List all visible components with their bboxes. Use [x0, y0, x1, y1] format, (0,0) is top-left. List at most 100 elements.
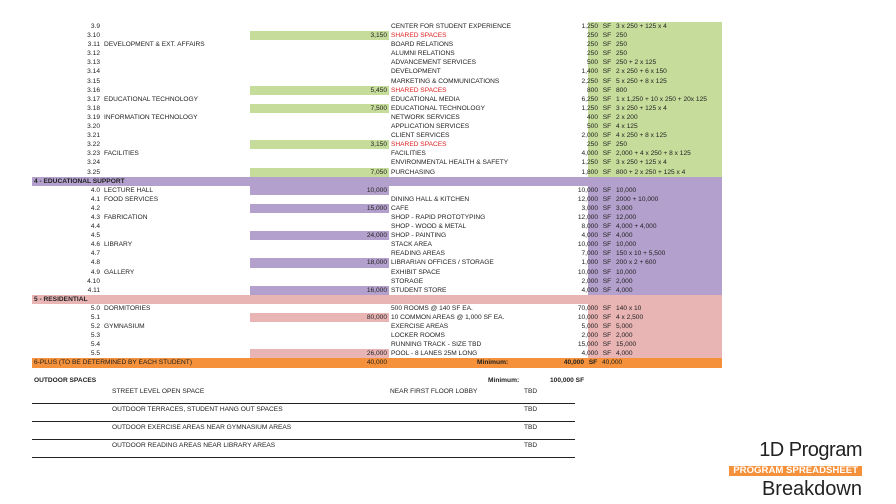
row-calculation: 3,000: [616, 204, 633, 212]
row-number: 3.14: [87, 68, 100, 76]
row-number: 4.8: [90, 259, 100, 267]
row-calculation: 15,000: [616, 341, 637, 349]
row-area-subtotal: [250, 222, 389, 231]
table-row: 3.18 7,500 EDUCATIONAL TECHNOLOGY 1,250 SF 3 …: [32, 103, 722, 113]
row-area-subtotal: 3,150: [370, 141, 387, 149]
row-calculation: 12,000: [616, 213, 637, 221]
calc-cell-bg: [588, 122, 722, 132]
row-calculation: 4 x 2,500: [616, 314, 644, 321]
section-heading: 5 - RESIDENTIAL: [34, 295, 88, 303]
area-cell-bg: [250, 258, 389, 268]
table-row: 3.10 3,150 SHARED SPACES 250 SF 250: [32, 31, 722, 41]
row-calculation: 200 x 2 + 600: [616, 259, 657, 267]
row-square-feet: 1,400: [581, 68, 598, 76]
row-square-feet: 5,000: [581, 323, 598, 331]
row-calculation: 2,000 + 4 x 250 + 8 x 125: [616, 150, 691, 158]
row-group-name: [102, 258, 250, 267]
row-square-feet: 10,000: [577, 314, 598, 321]
row-square-feet: 1,800: [581, 168, 598, 176]
calc-cell-bg: [588, 131, 722, 141]
row-square-feet: 4,000: [581, 232, 598, 240]
row-square-feet: 7,000: [581, 250, 598, 258]
row-square-feet: 250: [586, 141, 598, 149]
calc-cell-bg: [588, 313, 722, 323]
row-space-name: ENVIRONMENTAL HEALTH & SAFETY: [391, 159, 509, 167]
row-square-feet: 250: [586, 41, 598, 49]
row-area-subtotal: 3,150: [370, 32, 387, 40]
row-unit: SF: [602, 350, 612, 358]
row-area-subtotal: [250, 304, 389, 313]
row-group-name: [102, 222, 250, 231]
row-unit: SF: [602, 150, 612, 158]
row-group-name: [102, 86, 250, 95]
row-space-name: LIBRARIAN OFFICES / STORAGE: [391, 259, 494, 267]
row-unit: SF: [602, 32, 612, 40]
title-line-2-highlight: PROGRAM SPREADSHEET: [729, 466, 862, 476]
row-number: 4.7: [90, 250, 100, 258]
row-unit: SF: [602, 241, 612, 249]
row-number: 4.11: [87, 286, 100, 294]
row-space-name: CLIENT SERVICES: [391, 132, 450, 140]
table-row: 4.3 FABRICATION SHOP - RAPID PROTOTYPING 12…: [32, 212, 722, 223]
row-group-name: [102, 277, 250, 286]
row-space-name: SHOP - WOOD & METAL: [391, 223, 467, 231]
calc-cell-bg: [588, 231, 722, 241]
row-space-name: LOCKER ROOMS: [391, 332, 445, 340]
calc-cell-bg: [588, 167, 722, 177]
table-row: 4.8 18,000 LIBRARIAN OFFICES / STORAGE 1,00…: [32, 258, 722, 268]
row-space-name: RUNNING TRACK - SIZE TBD: [391, 341, 482, 349]
row-calculation: 4,000: [616, 286, 633, 294]
row-square-feet: 4,000: [581, 350, 598, 358]
row-number: 5.5: [90, 350, 100, 358]
outdoor-space-name: OUTDOOR READING AREAS NEAR LIBRARY AREAS: [112, 442, 276, 449]
row-space-name: NETWORK SERVICES: [391, 113, 460, 121]
row-unit: SF: [602, 204, 612, 212]
row-calculation: 800 + 2 x 250 + 125 x 4: [616, 168, 686, 176]
row-space-name: EXHIBIT SPACE: [391, 268, 441, 276]
calc-cell-bg: [588, 331, 722, 341]
table-row: 5.3 LOCKER ROOMS 2,000 SF 2,000: [32, 331, 722, 341]
row-space-name: APPLICATION SERVICES: [391, 123, 470, 131]
row-space-name: STUDENT STORE: [391, 286, 447, 294]
row-area-subtotal: [250, 122, 389, 131]
row-square-feet: 250: [586, 32, 598, 40]
row-group-name: [102, 286, 250, 295]
row-square-feet: 70,000: [577, 304, 598, 312]
table-row: 3.21 CLIENT SERVICES 2,000 SF 4 x 250 + 8 x …: [32, 131, 722, 141]
row-number: 3.16: [87, 86, 100, 94]
row-group-name: [102, 104, 250, 113]
row-area-subtotal: 10,000: [366, 186, 387, 194]
row-area-subtotal: [250, 95, 389, 104]
table-row: 5.0 DORMITORIES 500 ROOMS @ 140 SF EA. 70,0…: [32, 303, 722, 313]
row-square-feet: 4,000: [581, 286, 598, 294]
row-number: 3.20: [87, 123, 100, 131]
outdoor-header-row: OUTDOOR SPACES Minimum: 100,000 SF: [32, 375, 592, 386]
row-group-name: [102, 349, 250, 358]
row-area-subtotal: 24,000: [366, 232, 387, 240]
table-row: 6-PLUS (TO BE DETERMINED BY EACH STUDENT…: [32, 358, 722, 368]
row-unit: SF: [602, 304, 612, 312]
row-area-subtotal: [250, 268, 389, 277]
row-group-name: [102, 158, 250, 167]
row-unit: SF: [602, 50, 612, 58]
row-square-feet: 800: [586, 86, 598, 94]
table-row: 4.5 24,000 SHOP - PAINTING 4,000 SF 4,000: [32, 231, 722, 241]
table-row: 3.16 5,450 SHARED SPACES 800 SF 800: [32, 85, 722, 95]
outdoor-heading: OUTDOOR SPACES: [34, 377, 97, 384]
row-square-feet: 4,000: [581, 150, 598, 158]
row-area-subtotal: [250, 331, 389, 340]
row-calculation: 2 x 200: [616, 113, 638, 121]
calc-cell-bg: [588, 112, 722, 123]
table-row: 3.20 APPLICATION SERVICES 500 SF 4 x 125: [32, 122, 722, 132]
row-area-subtotal: [250, 22, 389, 31]
calc-cell-bg: [588, 67, 722, 77]
row-space-name: EXERCISE AREAS: [391, 323, 449, 331]
row-space-name: MARKETING & COMMUNICATIONS: [391, 77, 500, 85]
row-area-subtotal: [250, 67, 389, 76]
row-area-subtotal: [250, 40, 389, 49]
area-cell-bg: [250, 31, 389, 41]
row-number: 4.3: [90, 213, 100, 221]
row-unit: SF: [602, 68, 612, 76]
row-calculation: 250: [616, 50, 628, 58]
title-line-1: 1D Program: [759, 439, 862, 461]
